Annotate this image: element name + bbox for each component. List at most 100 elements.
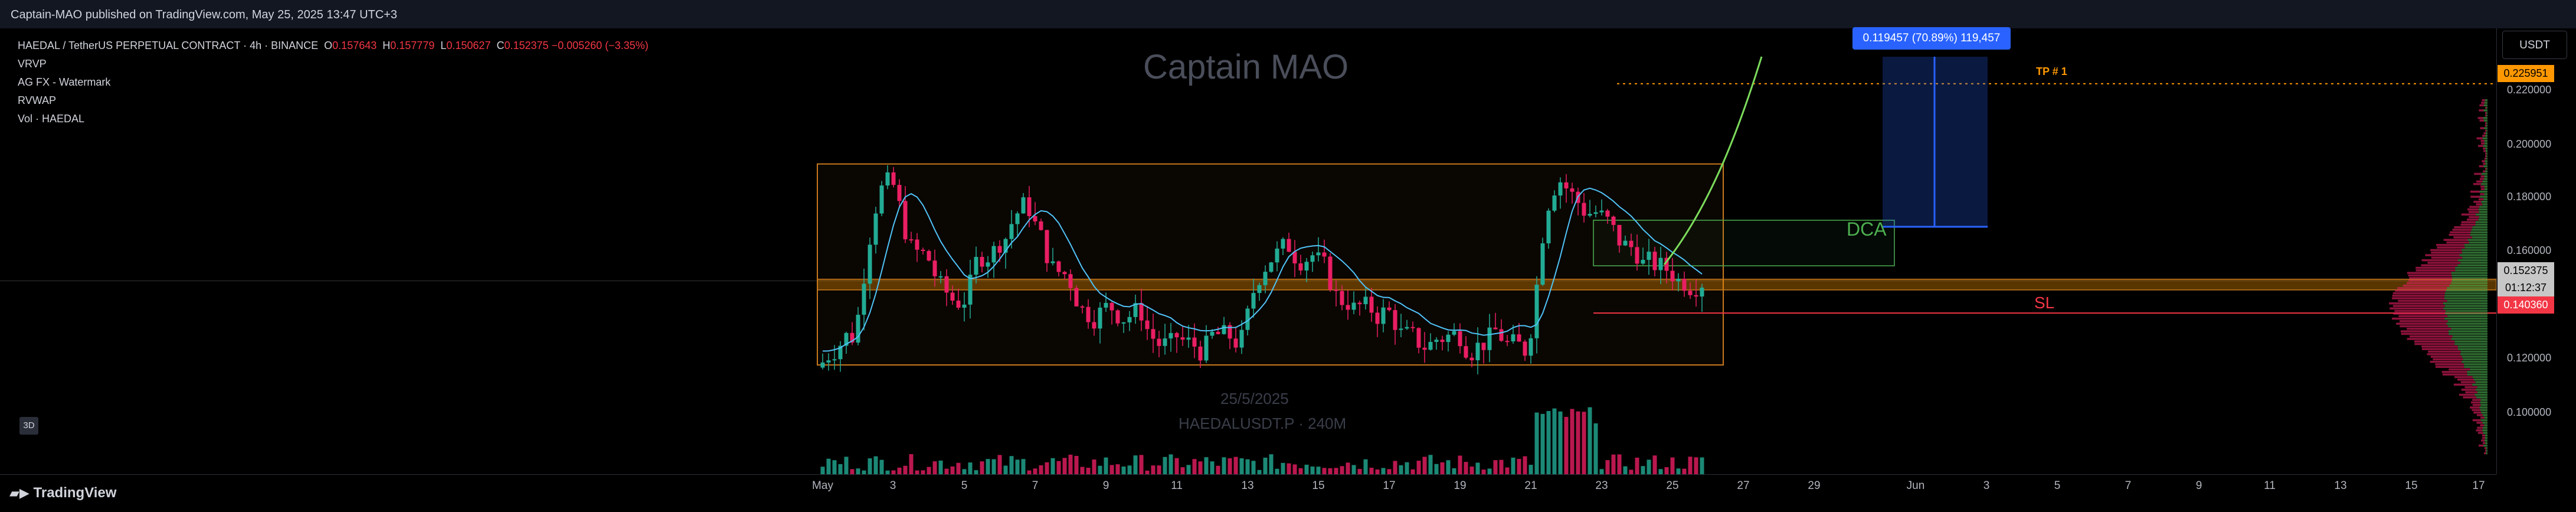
candle-body <box>1528 338 1533 356</box>
volume-profile-bar <box>2464 386 2477 389</box>
candle-body <box>897 185 902 201</box>
volume-profile-bar <box>2447 315 2487 317</box>
volume-profile-bar <box>2421 264 2458 266</box>
y-tick: 0.100000 <box>2507 406 2552 418</box>
legend: HAEDAL / TetherUS PERPETUAL CONTRACT · 4… <box>18 37 649 128</box>
volume-bar <box>1664 467 1669 474</box>
volume-bar <box>1688 456 1693 474</box>
measure-label[interactable]: 0.119457 (70.89%) 119,457 <box>1852 27 2011 50</box>
candle-body <box>1228 325 1232 339</box>
volume-profile-bar <box>2443 239 2468 241</box>
volume-profile-bar <box>2464 363 2487 366</box>
volume-profile-bar <box>2483 104 2487 107</box>
volume-profile-bar <box>2473 411 2482 414</box>
candle-body <box>1080 306 1085 308</box>
candle-body <box>1340 291 1344 305</box>
candle-body <box>1381 307 1386 324</box>
volume-bar <box>879 459 884 474</box>
currency-button[interactable]: USDT <box>2502 31 2567 59</box>
volume-bar <box>1210 461 1215 474</box>
volume-profile-bar <box>2485 162 2487 165</box>
volume-bar <box>1652 455 1657 474</box>
candle-body <box>1292 252 1297 264</box>
volume-profile-bar <box>2482 203 2487 206</box>
volume-bar <box>1700 457 1704 474</box>
volume-profile-bar <box>2482 414 2487 416</box>
volume-profile-bar <box>2462 360 2487 363</box>
candle-body <box>1481 343 1486 350</box>
volume-profile-bar <box>2392 305 2445 307</box>
candle-body <box>1251 293 1256 309</box>
volume-profile-bar <box>2474 172 2482 175</box>
volume-profile-bar <box>2430 249 2462 252</box>
volume-bar <box>1086 468 1091 474</box>
volume-profile-bar <box>2486 447 2487 449</box>
volume-profile-bar <box>2485 150 2487 152</box>
volume-profile-bar <box>2486 122 2487 125</box>
candle-body <box>1074 288 1079 306</box>
candle-body <box>891 172 896 185</box>
volume-bar <box>1475 462 1480 474</box>
candle-body <box>1039 221 1043 230</box>
candle-body <box>1546 210 1551 244</box>
volume-bar <box>1304 464 1309 474</box>
price-chart[interactable] <box>0 28 2496 474</box>
volume-bar <box>891 470 896 474</box>
volume-profile-bar <box>2452 335 2487 338</box>
legend-low-key: L <box>440 40 447 51</box>
volume-profile-bar <box>2461 389 2476 391</box>
volume-profile-bar <box>2472 409 2481 412</box>
x-tick: 15 <box>1312 480 1325 492</box>
volume-profile-bar <box>2396 322 2447 325</box>
price-axis[interactable] <box>2496 28 2576 474</box>
volume-profile-bar <box>2457 345 2487 348</box>
volume-bar <box>1127 465 1132 474</box>
volume-profile-bar <box>2483 432 2487 434</box>
volume-profile-bar <box>2414 340 2455 343</box>
volume-profile-bar <box>2476 414 2483 416</box>
volume-profile-bar <box>2480 399 2487 401</box>
volume-profile-bar <box>2446 309 2487 312</box>
volume-bar <box>980 461 984 474</box>
support-zone <box>817 279 2496 291</box>
candle-body <box>1328 256 1333 290</box>
3d-badge[interactable]: 3D <box>19 417 38 435</box>
volume-profile-bar <box>2448 325 2487 328</box>
candle-body <box>1174 332 1179 338</box>
volume-profile-bar <box>2480 193 2485 195</box>
publish-line: Captain-MAO published on TradingView.com… <box>11 8 397 21</box>
volume-bar <box>1641 466 1645 474</box>
volume-bar <box>1281 462 1285 474</box>
candle-body <box>1629 240 1634 247</box>
indicator-vrvp[interactable]: VRVP <box>18 58 47 70</box>
volume-bar <box>921 470 925 474</box>
x-tick: 5 <box>2054 480 2061 492</box>
volume-profile-bar <box>2478 145 2483 147</box>
legend-symbol-row[interactable]: HAEDAL / TetherUS PERPETUAL CONTRACT · 4… <box>18 37 649 55</box>
tv-logo-icon: ▰▶ <box>9 485 30 500</box>
volume-bar <box>1133 455 1138 474</box>
volume-profile-bar <box>2484 447 2486 449</box>
candle-body <box>1216 331 1220 334</box>
indicator-volume[interactable]: Vol · HAEDAL <box>18 113 85 125</box>
volume-profile-bar <box>2476 396 2487 399</box>
volume-profile-bar <box>2444 305 2487 307</box>
indicator-watermark[interactable]: AG FX - Watermark <box>18 76 111 88</box>
time-axis[interactable] <box>0 474 2496 498</box>
volume-profile-bar <box>2482 442 2486 444</box>
volume-profile-bar <box>2485 168 2487 170</box>
x-tick: 11 <box>1171 480 1183 492</box>
candle-body <box>1210 331 1215 336</box>
volume-profile-bar <box>2482 436 2486 439</box>
volume-bar <box>1428 455 1433 474</box>
volume-profile-bar <box>2481 439 2485 442</box>
volume-profile-bar <box>2393 312 2446 315</box>
volume-profile-bar <box>2480 419 2487 422</box>
volume-bar <box>1186 465 1191 474</box>
sl-price-label: 0.140360 <box>2498 296 2554 314</box>
volume-profile-bar <box>2453 383 2473 386</box>
candle-body <box>1523 341 1527 356</box>
volume-profile-bar <box>2446 241 2469 244</box>
indicator-rvwap[interactable]: RVWAP <box>18 94 57 106</box>
tradingview-logo[interactable]: ▰▶ TradingView <box>9 485 116 501</box>
